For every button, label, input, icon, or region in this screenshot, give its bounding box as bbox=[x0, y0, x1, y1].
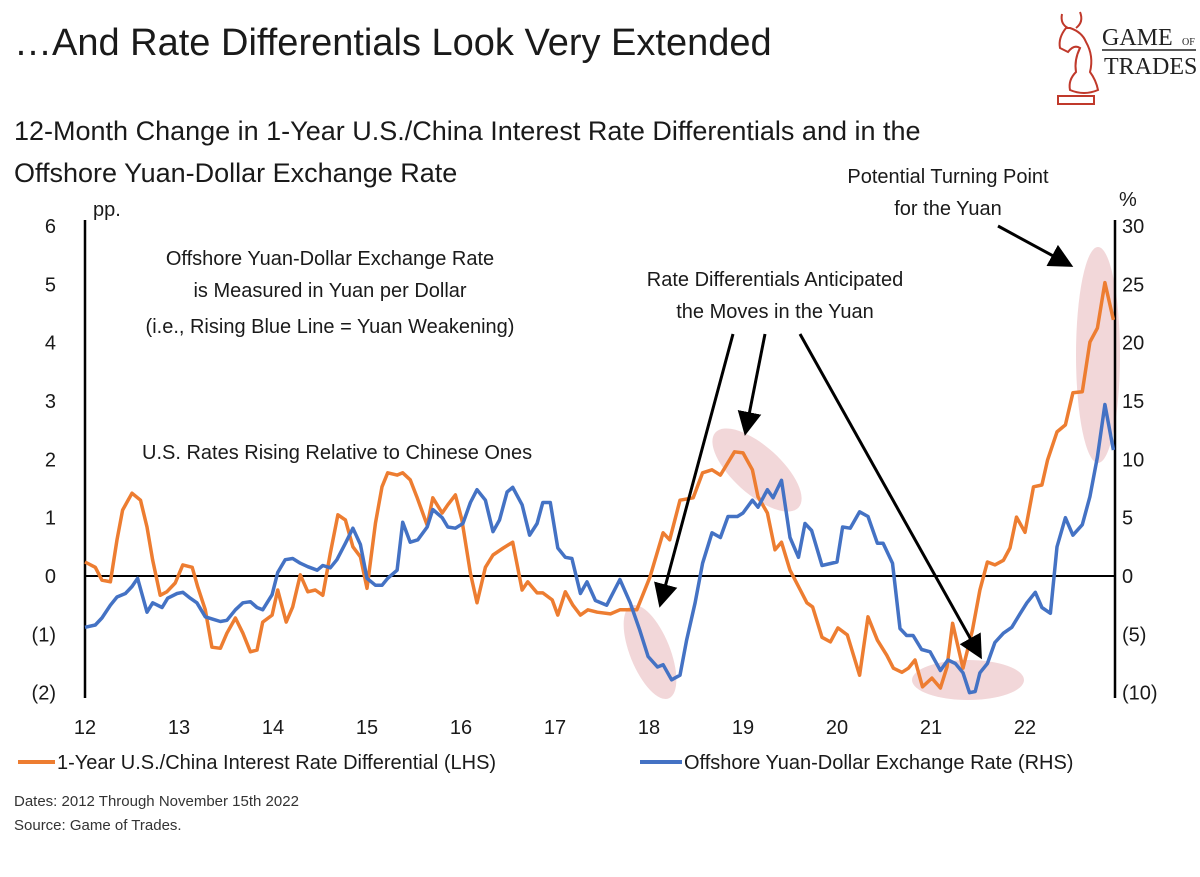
left-tick-label: 3 bbox=[45, 391, 56, 413]
highlight-2022 bbox=[1076, 247, 1120, 463]
right-tick-label: 30 bbox=[1122, 216, 1144, 238]
anticipated-line1: Rate Differentials Anticipated bbox=[647, 269, 903, 291]
page-title: …And Rate Differentials Look Very Extend… bbox=[14, 22, 772, 64]
legend-yuan-rate: Offshore Yuan-Dollar Exchange Rate (RHS) bbox=[684, 752, 1073, 774]
x-tick-label: 19 bbox=[732, 717, 754, 739]
us-rates-annotation: U.S. Rates Rising Relative to Chinese On… bbox=[142, 442, 532, 464]
x-tick-label: 12 bbox=[74, 717, 96, 739]
highlight-2019 bbox=[712, 428, 802, 512]
turning-line1: Potential Turning Point bbox=[847, 166, 1049, 188]
right-tick-label: 10 bbox=[1122, 449, 1144, 471]
logo-of: OF bbox=[1182, 37, 1195, 48]
yuan-exchange-rate-line bbox=[84, 402, 1116, 695]
right-tick-label: 15 bbox=[1122, 391, 1144, 413]
chart-subtitle-line1: 12-Month Change in 1-Year U.S./China Int… bbox=[14, 116, 921, 146]
footer-dates: Dates: 2012 Through November 15th 2022 bbox=[14, 793, 299, 810]
left-tick-label: 6 bbox=[45, 216, 56, 238]
arrow-2019 bbox=[737, 333, 767, 436]
x-tick-label: 14 bbox=[262, 717, 284, 739]
x-tick-label: 18 bbox=[638, 717, 660, 739]
turning-line2: for the Yuan bbox=[894, 198, 1002, 220]
note-line3: (i.e., Rising Blue Line = Yuan Weakening… bbox=[146, 316, 515, 338]
x-tick-label: 20 bbox=[826, 717, 848, 739]
right-tick-label: 5 bbox=[1122, 508, 1133, 530]
logo-game: GAME bbox=[1102, 25, 1173, 51]
annotations: Offshore Yuan-Dollar Exchange Rate is Me… bbox=[142, 166, 1074, 660]
arrow-2018 bbox=[654, 333, 735, 608]
game-of-trades-logo: GAME OF TRADES bbox=[1057, 11, 1197, 105]
x-tick-label: 16 bbox=[450, 717, 472, 739]
left-tick-label: 1 bbox=[45, 508, 56, 530]
note-line2: is Measured in Yuan per Dollar bbox=[193, 280, 466, 302]
right-tick-label: (10) bbox=[1122, 683, 1158, 705]
footer-source: Source: Game of Trades. bbox=[14, 817, 182, 834]
x-tick-label: 17 bbox=[544, 717, 566, 739]
left-axis-unit: pp. bbox=[93, 199, 121, 221]
note-line1: Offshore Yuan-Dollar Exchange Rate bbox=[166, 248, 494, 270]
x-tick-label: 22 bbox=[1014, 717, 1036, 739]
left-tick-label: 0 bbox=[45, 566, 56, 588]
x-tick-label: 13 bbox=[168, 717, 190, 739]
right-tick-label: 0 bbox=[1122, 566, 1133, 588]
left-tick-label: 2 bbox=[45, 449, 56, 471]
legend-rate-differential: 1-Year U.S./China Interest Rate Differen… bbox=[57, 752, 496, 774]
left-tick-label: (1) bbox=[32, 624, 56, 646]
highlight-2018 bbox=[623, 605, 677, 699]
right-axis-unit: % bbox=[1119, 189, 1137, 211]
x-tick-label: 15 bbox=[356, 717, 378, 739]
left-tick-label: 4 bbox=[45, 333, 56, 355]
arrow-turning-point bbox=[997, 224, 1074, 267]
right-tick-label: 25 bbox=[1122, 274, 1144, 296]
knight-bull-icon bbox=[1057, 11, 1100, 105]
right-tick-label: (5) bbox=[1122, 624, 1146, 646]
logo-trades: TRADES bbox=[1104, 54, 1197, 80]
x-tick-label: 21 bbox=[920, 717, 942, 739]
anticipated-line2: the Moves in the Yuan bbox=[676, 301, 874, 323]
left-tick-label: (2) bbox=[32, 683, 56, 705]
chart-subtitle-line2: Offshore Yuan-Dollar Exchange Rate bbox=[14, 158, 457, 188]
legend: 1-Year U.S./China Interest Rate Differen… bbox=[18, 752, 1073, 774]
left-tick-label: 5 bbox=[45, 274, 56, 296]
arrow-2021 bbox=[798, 333, 982, 660]
right-tick-label: 20 bbox=[1122, 333, 1144, 355]
rate-differential-line bbox=[84, 280, 1116, 690]
